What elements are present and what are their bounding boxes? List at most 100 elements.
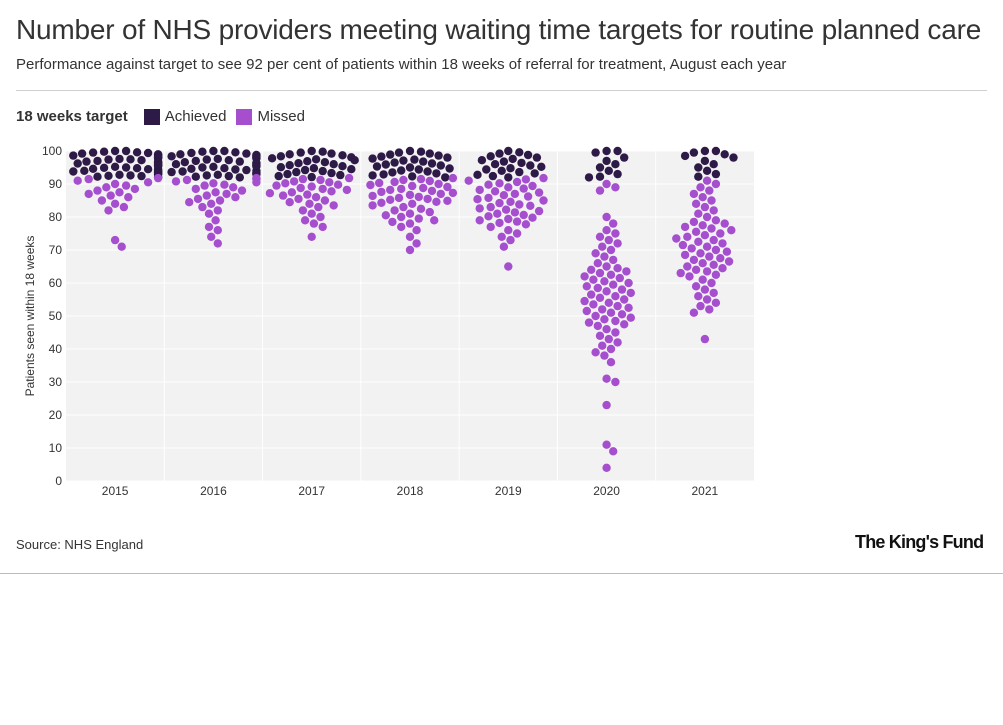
data-point-missed-2020[interactable] <box>587 265 596 274</box>
data-point-missed-2020[interactable] <box>589 275 598 284</box>
data-point-missed-2018[interactable] <box>425 176 434 186</box>
data-point-missed-2017[interactable] <box>327 187 336 196</box>
data-point-missed-2018[interactable] <box>386 195 395 204</box>
data-point-missed-2020[interactable] <box>591 311 600 321</box>
data-point-missed-2019[interactable] <box>486 202 495 212</box>
data-point-missed-2021[interactable] <box>683 232 692 241</box>
data-point-achieved-2016[interactable] <box>213 154 222 164</box>
data-point-missed-2020[interactable] <box>624 303 633 312</box>
data-point-missed-2021[interactable] <box>711 298 721 307</box>
data-point-missed-2018[interactable] <box>386 185 395 195</box>
data-point-missed-2021[interactable] <box>709 235 718 245</box>
data-point-achieved-2015[interactable] <box>104 155 113 164</box>
data-point-missed-2019[interactable] <box>499 242 509 251</box>
data-point-achieved-2019[interactable] <box>497 166 506 175</box>
data-point-achieved-2015[interactable] <box>104 171 113 180</box>
data-point-achieved-2016[interactable] <box>235 157 244 166</box>
data-point-achieved-2019[interactable] <box>488 171 498 181</box>
data-point-achieved-2019[interactable] <box>486 152 495 161</box>
data-point-missed-2016[interactable] <box>182 175 192 185</box>
data-point-missed-2017[interactable] <box>320 196 330 205</box>
data-point-missed-2019[interactable] <box>504 214 513 224</box>
data-point-missed-2019[interactable] <box>473 195 482 204</box>
data-point-missed-2021[interactable] <box>691 282 701 291</box>
data-point-achieved-2017[interactable] <box>338 151 347 160</box>
data-point-missed-2017[interactable] <box>333 180 343 189</box>
data-point-missed-2020[interactable] <box>611 229 620 238</box>
data-point-missed-2017[interactable] <box>298 174 308 184</box>
data-point-missed-2015[interactable] <box>84 189 93 199</box>
data-point-achieved-2015[interactable] <box>99 163 109 172</box>
data-point-missed-2018[interactable] <box>368 201 377 210</box>
data-point-missed-2021[interactable] <box>705 305 714 314</box>
data-point-achieved-2017[interactable] <box>296 148 305 157</box>
data-point-achieved-2019[interactable] <box>477 156 487 165</box>
data-point-missed-2021[interactable] <box>696 301 705 311</box>
data-point-achieved-2017[interactable] <box>276 152 286 161</box>
data-point-achieved-2018[interactable] <box>434 151 443 160</box>
data-point-missed-2018[interactable] <box>416 204 426 213</box>
data-point-achieved-2016[interactable] <box>242 149 251 158</box>
data-point-missed-2020[interactable] <box>600 351 609 360</box>
data-point-missed-2017[interactable] <box>305 199 314 208</box>
data-point-missed-2019[interactable] <box>510 208 520 217</box>
data-point-missed-2019[interactable] <box>497 232 506 241</box>
data-point-achieved-2015[interactable] <box>110 146 120 156</box>
data-point-missed-2018[interactable] <box>427 186 437 196</box>
data-point-missed-2020[interactable] <box>620 320 629 329</box>
data-point-missed-2019[interactable] <box>486 222 495 232</box>
data-point-missed-2021[interactable] <box>711 216 721 225</box>
data-point-missed-2021[interactable] <box>694 209 703 218</box>
data-point-achieved-2016[interactable] <box>202 171 211 180</box>
data-point-missed-2019[interactable] <box>504 226 513 235</box>
data-point-missed-2020[interactable] <box>615 273 624 283</box>
data-point-missed-2019[interactable] <box>475 216 484 225</box>
data-point-missed-2018[interactable] <box>397 222 406 232</box>
data-point-missed-2020[interactable] <box>606 344 616 354</box>
data-point-missed-2017[interactable] <box>307 182 316 191</box>
data-point-missed-2020[interactable] <box>595 232 605 241</box>
data-point-missed-2020[interactable] <box>580 296 589 306</box>
data-point-achieved-2015[interactable] <box>99 147 109 156</box>
data-point-achieved-2018[interactable] <box>416 147 426 156</box>
data-point-missed-2018[interactable] <box>419 183 428 193</box>
data-point-missed-2015[interactable] <box>121 181 131 190</box>
data-point-achieved-2018[interactable] <box>443 153 452 162</box>
data-point-missed-2018[interactable] <box>399 202 408 212</box>
data-point-achieved-2017[interactable] <box>294 159 303 168</box>
data-point-achieved-2021[interactable] <box>702 166 712 175</box>
data-point-achieved-2017[interactable] <box>336 170 345 180</box>
data-point-achieved-2020[interactable] <box>595 172 605 181</box>
data-point-achieved-2016[interactable] <box>176 150 185 159</box>
data-point-missed-2020[interactable] <box>602 287 611 296</box>
data-point-achieved-2020[interactable] <box>604 166 613 175</box>
data-point-missed-2015[interactable] <box>143 178 153 187</box>
data-point-missed-2019[interactable] <box>510 189 520 199</box>
data-point-missed-2020[interactable] <box>602 374 611 383</box>
data-point-missed-2020[interactable] <box>604 334 613 344</box>
data-point-missed-2021[interactable] <box>709 260 718 269</box>
data-point-missed-2020[interactable] <box>591 348 600 357</box>
data-point-missed-2015[interactable] <box>130 184 140 194</box>
data-point-missed-2020[interactable] <box>611 377 620 387</box>
data-point-achieved-2015[interactable] <box>137 156 146 165</box>
data-point-missed-2017[interactable] <box>272 181 281 190</box>
data-point-missed-2021[interactable] <box>716 229 725 238</box>
data-point-missed-2019[interactable] <box>501 205 511 214</box>
data-point-achieved-2016[interactable] <box>224 156 233 165</box>
data-point-missed-2016[interactable] <box>213 239 222 248</box>
data-point-missed-2018[interactable] <box>423 194 432 204</box>
data-point-missed-2021[interactable] <box>683 262 692 271</box>
data-point-missed-2020[interactable] <box>595 331 605 340</box>
data-point-achieved-2017[interactable] <box>267 154 277 163</box>
data-point-missed-2019[interactable] <box>484 212 493 221</box>
data-point-achieved-2016[interactable] <box>191 156 200 166</box>
data-point-missed-2016[interactable] <box>222 189 231 199</box>
data-point-achieved-2017[interactable] <box>309 164 319 173</box>
data-point-achieved-2018[interactable] <box>405 146 415 156</box>
data-point-achieved-2021[interactable] <box>709 160 718 169</box>
data-point-achieved-2018[interactable] <box>381 160 390 169</box>
data-point-missed-2017[interactable] <box>329 201 338 210</box>
data-point-missed-2019[interactable] <box>475 204 484 213</box>
data-point-achieved-2015[interactable] <box>110 162 120 171</box>
